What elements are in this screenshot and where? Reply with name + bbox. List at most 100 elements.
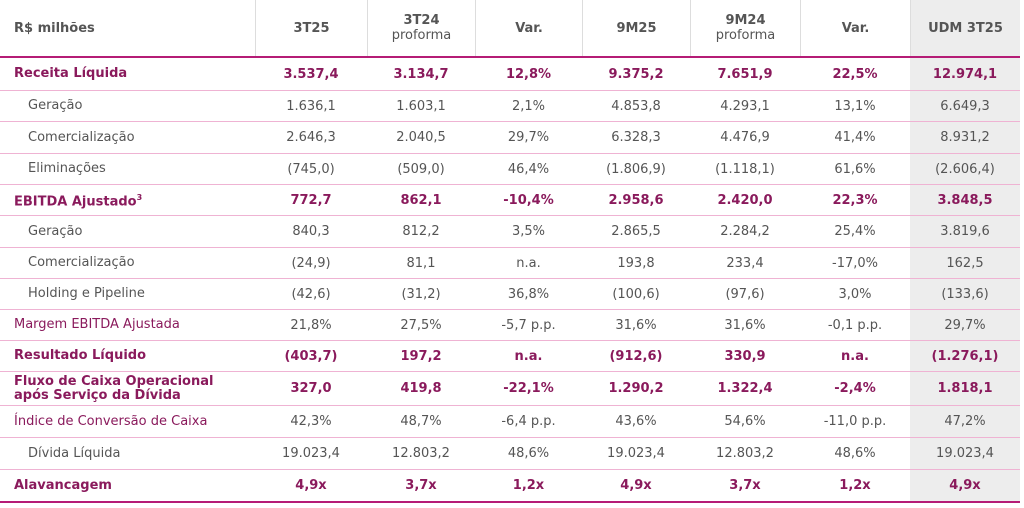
table-row: Índice de Conversão de Caixa 42,3% 48,7% -6… (0, 406, 1020, 438)
row-label-cell: Holding e Pipeline (0, 279, 255, 309)
value-cell: 9.375,2 (608, 66, 664, 82)
value-cell: 3,7x (729, 478, 761, 493)
value-cell: 4.853,8 (611, 98, 661, 114)
value-cell: 1.818,1 (937, 381, 993, 396)
value-cell: (403,7) (284, 348, 338, 364)
value-cell: (509,0) (397, 161, 445, 177)
value-cell: (745,0) (287, 161, 335, 177)
row-label-cell: Fluxo de Caixa Operacional após Serviço … (0, 372, 255, 405)
header-title: 3T24 (403, 13, 440, 28)
row-label-text: Geração (28, 98, 83, 113)
table-row: Geração 840,3 812,2 3,5% 2.865,5 2.284,2 25,4%… (0, 216, 1020, 248)
value-cell: -2,4% (834, 381, 876, 396)
row-label-text: Dívida Líquida (28, 445, 121, 461)
value-cell: 2.284,2 (720, 224, 770, 239)
value-cell: 4,9x (295, 478, 327, 493)
value-cell: (1.276,1) (931, 348, 999, 364)
value-cell: 1.636,1 (286, 98, 336, 114)
value-cell: 81,1 (406, 255, 436, 271)
table-row: Resultado Líquido (403,7) 197,2 n.a. (912,6)… (0, 341, 1020, 372)
row-label-text: Receita Líquida (14, 66, 128, 81)
value-cell: 197,2 (400, 348, 442, 364)
value-cell: 8.931,2 (940, 130, 990, 145)
value-cell: 4,9x (949, 478, 981, 493)
value-cell: (1.806,9) (606, 161, 666, 177)
table-row: EBITDA Ajustado3 772,7 862,1 -10,4% 2.958,6 2… (0, 185, 1020, 216)
row-label: Comercialização (28, 256, 135, 270)
value-cell: 22,3% (832, 192, 878, 208)
row-label-text: Holding e Pipeline (28, 286, 145, 301)
value-cell: (42,6) (291, 286, 331, 302)
row-label: Índice de Conversão de Caixa (14, 413, 208, 429)
value-cell: 19.023,4 (936, 446, 994, 461)
value-cell: (31,2) (401, 286, 441, 302)
value-cell: 330,9 (724, 348, 766, 364)
header-cell: 9M25 (582, 0, 690, 56)
row-label: Comercialização (28, 129, 135, 145)
row-label-cell: Alavancagem (0, 470, 255, 501)
value-cell: 2.865,5 (611, 224, 661, 239)
value-cell: 13,1% (834, 98, 876, 114)
row-label-cell: Índice de Conversão de Caixa (0, 406, 255, 437)
value-cell: 48,7% (400, 414, 442, 429)
value-cell: 772,7 (290, 192, 332, 208)
value-cell: 1,2x (512, 478, 545, 493)
value-cell: 54,6% (724, 414, 766, 429)
row-label-cell: Dívida Líquida (0, 438, 255, 469)
header-title: Var. (841, 20, 870, 36)
value-cell: -5,7 p.p. (501, 317, 556, 333)
value-cell: 3,0% (838, 286, 872, 302)
row-label-cell: Comercialização (0, 122, 255, 153)
value-cell: -0,1 p.p. (827, 317, 883, 333)
value-cell: 1,2x (839, 478, 871, 493)
header-title: 9M25 (616, 20, 657, 36)
value-cell: 1.603,1 (396, 98, 446, 114)
value-cell: 193,8 (617, 255, 655, 271)
value-cell: (912,6) (609, 348, 663, 364)
row-label-text: Comercialização (28, 129, 135, 145)
row-label-text: Índice de Conversão de Caixa (14, 413, 208, 429)
header-subtitle: proforma (391, 28, 452, 43)
value-cell: 48,6% (834, 446, 876, 461)
value-cell: 4.293,1 (720, 98, 770, 114)
header-cell: 3T25 (255, 0, 367, 56)
row-label-cell: Resultado Líquido (0, 341, 255, 371)
value-cell: 61,6% (834, 161, 876, 177)
value-cell: (24,9) (291, 255, 331, 271)
value-cell: 21,8% (290, 317, 332, 333)
value-cell: 19.023,4 (282, 446, 340, 461)
table-row: Receita Líquida 3.537,4 3.134,7 12,8% 9.375,… (0, 58, 1020, 91)
value-cell: 4,9x (620, 478, 652, 493)
value-cell: n.a. (841, 348, 869, 364)
row-label-text: Alavancagem (14, 477, 112, 493)
value-cell: 3.537,4 (283, 66, 339, 82)
value-cell: 43,6% (615, 414, 657, 429)
row-label: Resultado Líquido (14, 349, 146, 363)
value-cell: 47,2% (944, 414, 986, 429)
row-label-text: Resultado Líquido (14, 348, 147, 363)
value-cell: 419,8 (400, 381, 442, 396)
header-title: UDM 3T25 (928, 20, 1003, 36)
row-label-cell: Receita Líquida (0, 58, 255, 90)
value-cell: 46,4% (507, 161, 550, 177)
header-cell: Var. (475, 0, 582, 56)
value-cell: 3.848,5 (937, 192, 993, 208)
value-cell: 27,5% (400, 317, 442, 333)
value-cell: 48,6% (507, 446, 550, 461)
value-cell: 327,0 (290, 381, 332, 396)
row-label: Geração (28, 99, 82, 113)
table-row: Margem EBITDA Ajustada 21,8% 27,5% -5,7 p.p… (0, 310, 1020, 341)
value-cell: 2.040,5 (396, 130, 446, 145)
row-label-cell: Comercialização (0, 248, 255, 278)
value-cell: 29,7% (944, 317, 986, 333)
value-cell: 1.322,4 (717, 381, 773, 396)
table-row: Holding e Pipeline (42,6) (31,2) 36,8% (100,… (0, 279, 1020, 310)
value-cell: 2.420,0 (717, 192, 773, 208)
value-cell: 3,5% (511, 224, 546, 239)
value-cell: -11,0 p.p. (823, 414, 887, 429)
header-title: Var. (515, 20, 543, 36)
header-title: 3T25 (293, 20, 330, 36)
value-cell: 233,4 (726, 255, 764, 271)
row-label-cell: Eliminações (0, 154, 255, 184)
value-cell: -6,4 p.p. (501, 414, 556, 429)
